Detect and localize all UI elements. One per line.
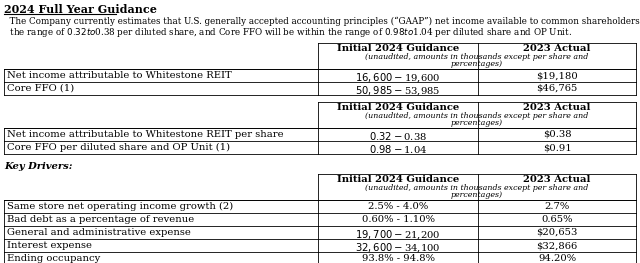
Text: $20,653: $20,653 <box>536 228 578 237</box>
Text: Net income attributable to Whitestone REIT: Net income attributable to Whitestone RE… <box>7 71 232 80</box>
Text: The Company currently estimates that U.S. generally accepted accounting principl: The Company currently estimates that U.S… <box>4 17 640 26</box>
Text: Initial 2024 Guidance: Initial 2024 Guidance <box>337 175 459 184</box>
Text: percentages): percentages) <box>451 119 503 127</box>
Text: (unaudited, amounts in thousands except per share and: (unaudited, amounts in thousands except … <box>365 53 589 61</box>
Text: $50,985 - $53,985: $50,985 - $53,985 <box>355 84 441 97</box>
Text: 94.20%: 94.20% <box>538 254 576 263</box>
Text: Initial 2024 Guidance: Initial 2024 Guidance <box>337 44 459 53</box>
Text: Core FFO per diluted share and OP Unit (1): Core FFO per diluted share and OP Unit (… <box>7 143 230 152</box>
Text: $19,700 - $21,200: $19,700 - $21,200 <box>355 228 441 241</box>
Text: Ending occupancy: Ending occupancy <box>7 254 100 263</box>
Text: 0.65%: 0.65% <box>541 215 573 224</box>
Text: 2.7%: 2.7% <box>545 202 570 211</box>
Text: 2.5% - 4.0%: 2.5% - 4.0% <box>368 202 428 211</box>
Text: Initial 2024 Guidance: Initial 2024 Guidance <box>337 103 459 112</box>
Text: $32,866: $32,866 <box>536 241 578 250</box>
Text: 2023 Actual: 2023 Actual <box>524 103 591 112</box>
Text: 2024 Full Year Guidance: 2024 Full Year Guidance <box>4 4 157 15</box>
Text: 0.60% - 1.10%: 0.60% - 1.10% <box>362 215 435 224</box>
Text: Net income attributable to Whitestone REIT per share: Net income attributable to Whitestone RE… <box>7 130 284 139</box>
Text: Bad debt as a percentage of revenue: Bad debt as a percentage of revenue <box>7 215 195 224</box>
Text: $0.32 - $0.38: $0.32 - $0.38 <box>369 130 427 142</box>
Text: 2023 Actual: 2023 Actual <box>524 175 591 184</box>
Text: $46,765: $46,765 <box>536 84 578 93</box>
Text: (unaudited, amounts in thousands except per share and: (unaudited, amounts in thousands except … <box>365 112 589 120</box>
Text: 93.8% - 94.8%: 93.8% - 94.8% <box>362 254 435 263</box>
Text: Interest expense: Interest expense <box>7 241 92 250</box>
Text: $0.38: $0.38 <box>543 130 572 139</box>
Text: $32,600 - $34,100: $32,600 - $34,100 <box>355 241 441 254</box>
Text: $16,600 - $19,600: $16,600 - $19,600 <box>355 71 441 84</box>
Text: Same store net operating income growth (2): Same store net operating income growth (… <box>7 202 233 211</box>
Text: (unaudited, amounts in thousands except per share and: (unaudited, amounts in thousands except … <box>365 184 589 192</box>
Text: 2023 Actual: 2023 Actual <box>524 44 591 53</box>
Text: $0.91: $0.91 <box>543 143 572 152</box>
Text: percentages): percentages) <box>451 191 503 199</box>
Text: General and administrative expense: General and administrative expense <box>7 228 191 237</box>
Text: Core FFO (1): Core FFO (1) <box>7 84 74 93</box>
Text: the range of $0.32 to $0.38 per diluted share, and Core FFO will be within the r: the range of $0.32 to $0.38 per diluted … <box>4 26 572 39</box>
Text: percentages): percentages) <box>451 60 503 68</box>
Text: $19,180: $19,180 <box>536 71 578 80</box>
Text: $0.98 - $1.04: $0.98 - $1.04 <box>369 143 427 155</box>
Text: Key Drivers:: Key Drivers: <box>4 162 72 171</box>
